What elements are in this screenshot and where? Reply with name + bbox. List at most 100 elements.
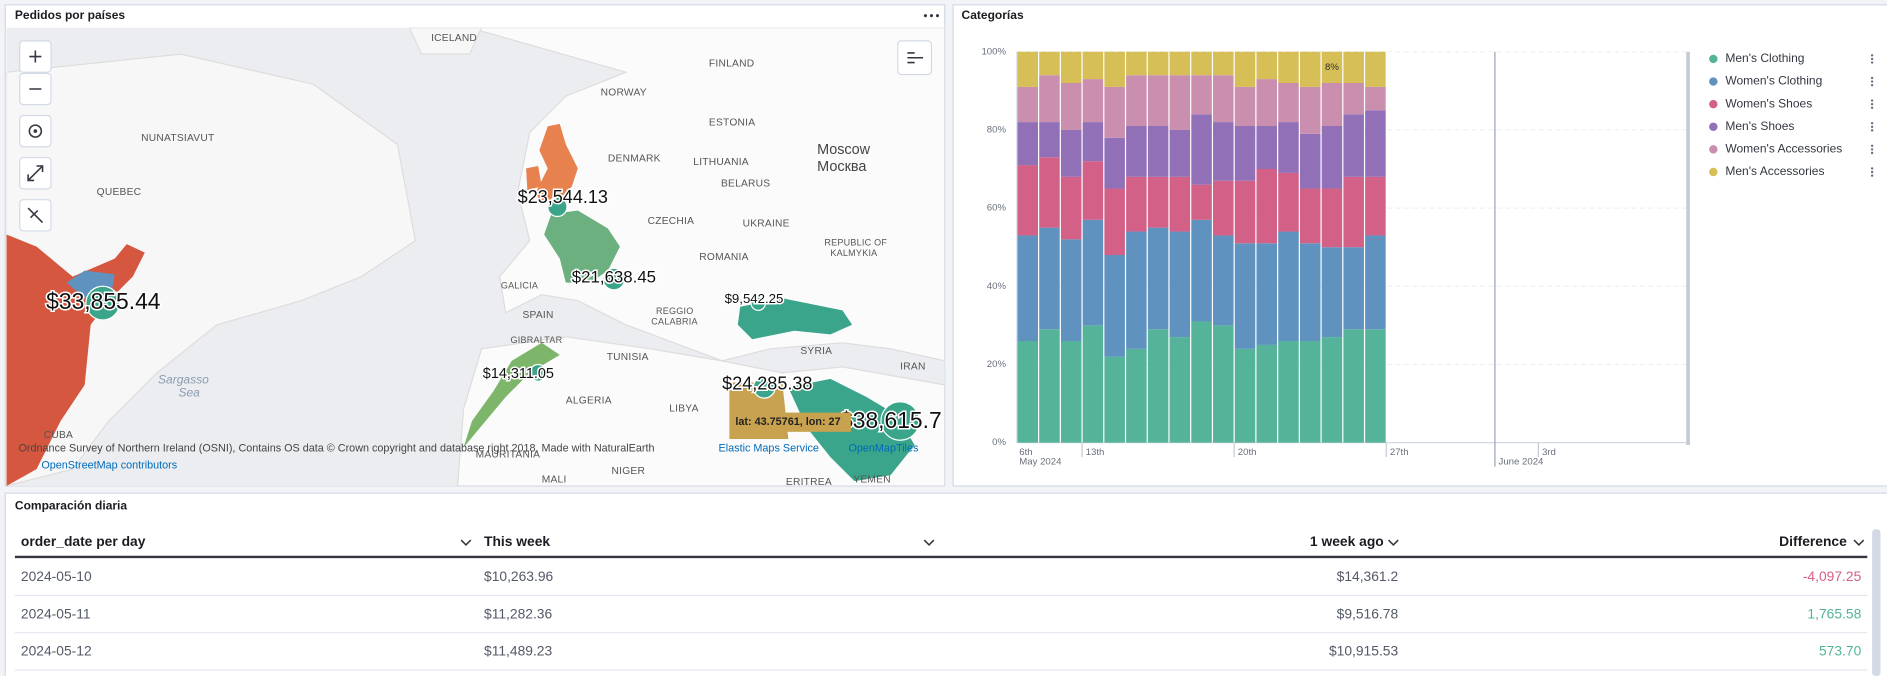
place: TUNISIA	[607, 352, 649, 363]
bar-segment	[1321, 125, 1343, 189]
zoom-out[interactable]	[19, 72, 52, 106]
value-label: $24,285.38	[722, 374, 812, 394]
bar-segment	[1060, 239, 1082, 342]
tooltip	[730, 412, 851, 432]
legend-menu-dot[interactable]	[1870, 76, 1874, 80]
bar-segment	[1365, 51, 1386, 87]
bar-segment	[1365, 110, 1386, 177]
legend-label[interactable]: Men's Accessories	[1725, 164, 1824, 178]
value-label: $33,855.44	[46, 288, 161, 314]
bar-segment	[1191, 321, 1212, 443]
panel-title: Pedidos por países	[15, 8, 125, 22]
bar-segment	[1278, 82, 1299, 123]
legend-menu-dot[interactable]	[1870, 129, 1874, 132]
legend-menu-dot[interactable]	[1870, 57, 1874, 61]
zoom-in[interactable]	[19, 40, 52, 73]
map[interactable]: ICELAND FINLAND NORWAY ESTONIA NUNATSIAV…	[6, 27, 945, 488]
legend-label[interactable]: Women's Shoes	[1725, 96, 1812, 110]
legend-label[interactable]: Men's Shoes	[1725, 119, 1794, 133]
scrollbar[interactable]	[1872, 529, 1881, 676]
place: NIGER	[612, 466, 646, 477]
column-header[interactable]: This week	[484, 533, 550, 549]
value-label: $38,615.7	[840, 407, 942, 433]
bar-segment	[1082, 219, 1104, 326]
layers-toggle[interactable]	[897, 40, 933, 76]
table-cell: $14,361.2	[1337, 568, 1399, 584]
bar-segment	[1147, 329, 1169, 443]
legend-label[interactable]: Men's Clothing	[1725, 51, 1804, 65]
attribution-link[interactable]: OpenMapTiles	[848, 443, 919, 455]
bar-segment	[1191, 184, 1212, 220]
column-header[interactable]: order_date per day	[21, 533, 146, 549]
column-sort-icons[interactable]	[460, 539, 1865, 546]
bar-segment	[1278, 122, 1299, 173]
bar-segment	[1082, 79, 1104, 123]
bar-segment	[1060, 82, 1082, 130]
attribution: Ordnance Survey of Northern Ireland (OSN…	[19, 443, 655, 455]
legend-label[interactable]: Women's Clothing	[1725, 74, 1822, 88]
fullscreen[interactable]	[19, 156, 52, 190]
bar-segment	[1299, 341, 1321, 443]
legend-menu-dot[interactable]	[1870, 80, 1874, 83]
bar-segment	[1343, 51, 1364, 83]
bar-segment	[1321, 82, 1343, 126]
table-cell: $10,915.53	[1329, 643, 1399, 659]
bar-segment	[1169, 129, 1191, 177]
place: KALMYKIA	[830, 248, 877, 258]
legend-menu-dot[interactable]	[1870, 167, 1874, 170]
legend-menu-dot[interactable]	[1870, 170, 1874, 174]
bar-segment	[1060, 129, 1082, 177]
y-tick-label: 60%	[987, 203, 1007, 214]
place: ICELAND	[431, 33, 477, 44]
attribution-link[interactable]: OpenStreetMap contributors	[41, 459, 177, 471]
bar-segment	[1213, 51, 1234, 76]
table-cell: $11,282.36	[484, 605, 552, 621]
legend-swatch	[1709, 54, 1718, 64]
bar-segment	[1126, 348, 1147, 443]
table: order_date per day This week 1 week ago …	[14, 529, 1881, 676]
legend-label[interactable]: Women's Accessories	[1725, 142, 1842, 156]
legend-menu-dot[interactable]	[1870, 148, 1874, 151]
bar-segment	[1278, 231, 1299, 342]
column-header[interactable]: Difference	[1779, 533, 1847, 549]
legend-menu-dot[interactable]	[1870, 144, 1874, 147]
legend-menu-dot[interactable]	[1870, 151, 1874, 155]
legend-menu-dot[interactable]	[1870, 106, 1874, 109]
place: LITHUANIA	[693, 157, 749, 168]
attribution-link[interactable]: Elastic Maps Service	[719, 443, 819, 455]
bar-segment	[1060, 341, 1082, 443]
legend-swatch	[1709, 145, 1718, 154]
legend-menu-dot[interactable]	[1870, 83, 1874, 87]
bar-segment	[1169, 337, 1191, 443]
legend-menu-dot[interactable]	[1870, 125, 1874, 128]
table-cell: 573.70	[1819, 643, 1862, 659]
x-tick-label: 13th	[1086, 447, 1105, 458]
bar-segment	[1191, 75, 1212, 115]
bar-segment	[1147, 75, 1169, 126]
column-header[interactable]: 1 week ago	[1310, 533, 1384, 549]
legend-menu-dot[interactable]	[1870, 174, 1874, 177]
table-cell: $9,516.78	[1337, 605, 1399, 621]
bar-segment	[1343, 247, 1364, 330]
bar-segment	[1147, 125, 1169, 177]
legend-menu-dot[interactable]	[1870, 54, 1874, 57]
legend-menu-dot[interactable]	[1870, 121, 1874, 125]
place: BELARUS	[721, 179, 770, 190]
place: REPUBLIC OF	[824, 237, 887, 247]
locate[interactable]	[19, 114, 52, 148]
legend-menu-dot[interactable]	[1870, 61, 1874, 64]
legend-menu-dot[interactable]	[1870, 102, 1874, 106]
bar-segment	[1343, 176, 1364, 248]
tools[interactable]	[19, 199, 52, 232]
legend-swatch	[1709, 99, 1718, 109]
bar-segment	[1256, 344, 1278, 443]
table-cell: 2024-05-10	[21, 568, 92, 584]
bar-segment	[1365, 329, 1386, 443]
place: IRAN	[900, 362, 925, 373]
bar-segment	[1082, 161, 1104, 220]
panel-menu[interactable]	[923, 14, 940, 18]
bar-segment	[1082, 122, 1104, 162]
bar-segment	[1017, 165, 1039, 236]
legend-menu-dot[interactable]	[1870, 99, 1874, 102]
